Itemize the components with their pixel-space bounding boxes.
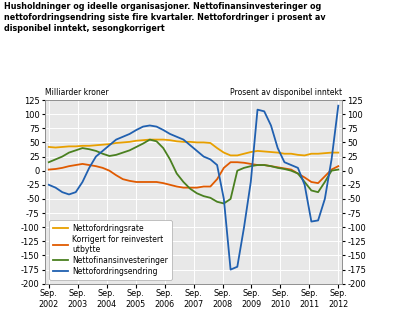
Text: Husholdninger og ideelle organisasjoner. Nettofinansinvesteringer og
nettofordri: Husholdninger og ideelle organisasjoner.…: [4, 2, 325, 33]
Text: Prosent av disponibel inntekt: Prosent av disponibel inntekt: [230, 88, 342, 97]
Legend: Nettofordringsrate, Korrigert for reinvestert
utbytte, Nettofinansinvesteringer,: Nettofordringsrate, Korrigert for reinve…: [49, 220, 172, 280]
Text: Milliarder kroner: Milliarder kroner: [45, 88, 109, 97]
